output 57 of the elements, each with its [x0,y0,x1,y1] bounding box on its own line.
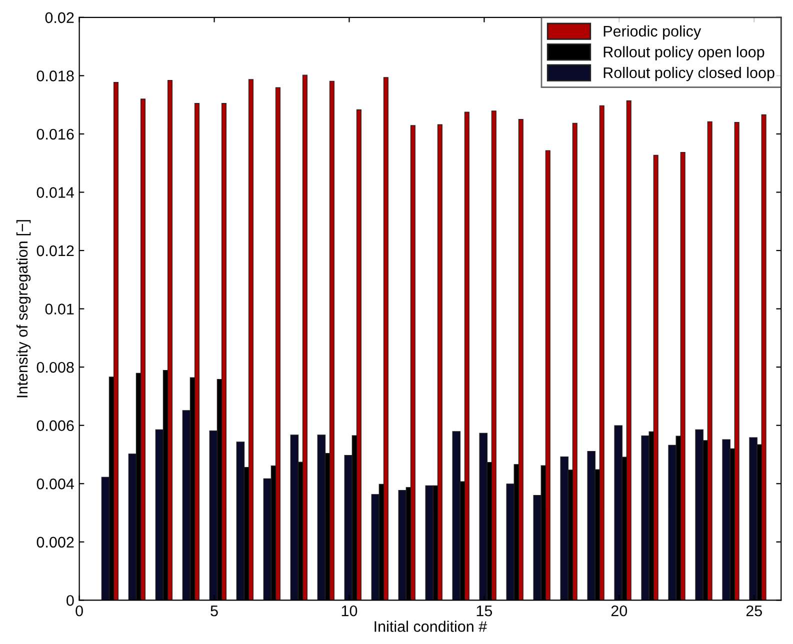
bar [599,105,604,600]
bar [194,103,200,600]
x-tick-label: 5 [210,606,218,616]
y-tick-label: 0.012 [36,245,74,256]
y-tick-label: 0 [66,595,74,606]
x-tick-label: 10 [342,605,358,616]
bar [587,450,596,600]
bar [680,152,686,600]
y-tick-label: 0.016 [36,128,74,140]
y-tick-label: 0.02 [45,12,74,24]
bar [653,154,658,600]
bar [437,124,442,600]
legend-label: Rollout policy open loop [604,46,764,60]
bar [479,432,488,600]
y-tick-label: 0.018 [36,70,74,82]
x-tick-label: 0 [76,605,83,616]
bar [356,109,362,600]
x-axis-title: Initial condition # [374,620,488,632]
bar [452,431,461,600]
y-tick-label: 0.004 [36,478,74,490]
bar [140,98,146,600]
bar [545,150,550,600]
bar [410,125,416,600]
bar [560,456,568,600]
bar [383,77,388,600]
bar [329,80,334,600]
bar [167,80,173,600]
bar [614,425,622,600]
y-tick-label: 0.01 [45,304,74,314]
bar [749,437,758,600]
y-tick-label: 0.006 [36,420,74,432]
bar [626,100,632,600]
legend-label: Periodic policy [604,25,702,40]
legend-label: Rollout policy closed loop [604,66,774,82]
bar [464,112,470,600]
bar [398,490,407,600]
bar [275,87,280,600]
bar [491,110,496,600]
bar [641,436,650,600]
x-tick-label: 25 [746,605,762,616]
bar [290,434,299,600]
bar [236,442,245,600]
bar [518,119,524,600]
x-tick-label: 20 [611,605,628,616]
bar [248,79,254,600]
bar [317,434,326,600]
y-tick-label: 0.008 [36,362,74,373]
y-axis-title: Intensity of segregation [−] [16,220,31,398]
y-tick-label: 0.014 [36,187,74,198]
bar [695,429,704,600]
bar [302,74,308,600]
bar [722,439,730,600]
x-tick-label: 15 [476,606,492,616]
bar [425,485,434,600]
bar [572,122,578,600]
bar [221,103,226,600]
y-tick-label: 0.002 [36,536,74,548]
